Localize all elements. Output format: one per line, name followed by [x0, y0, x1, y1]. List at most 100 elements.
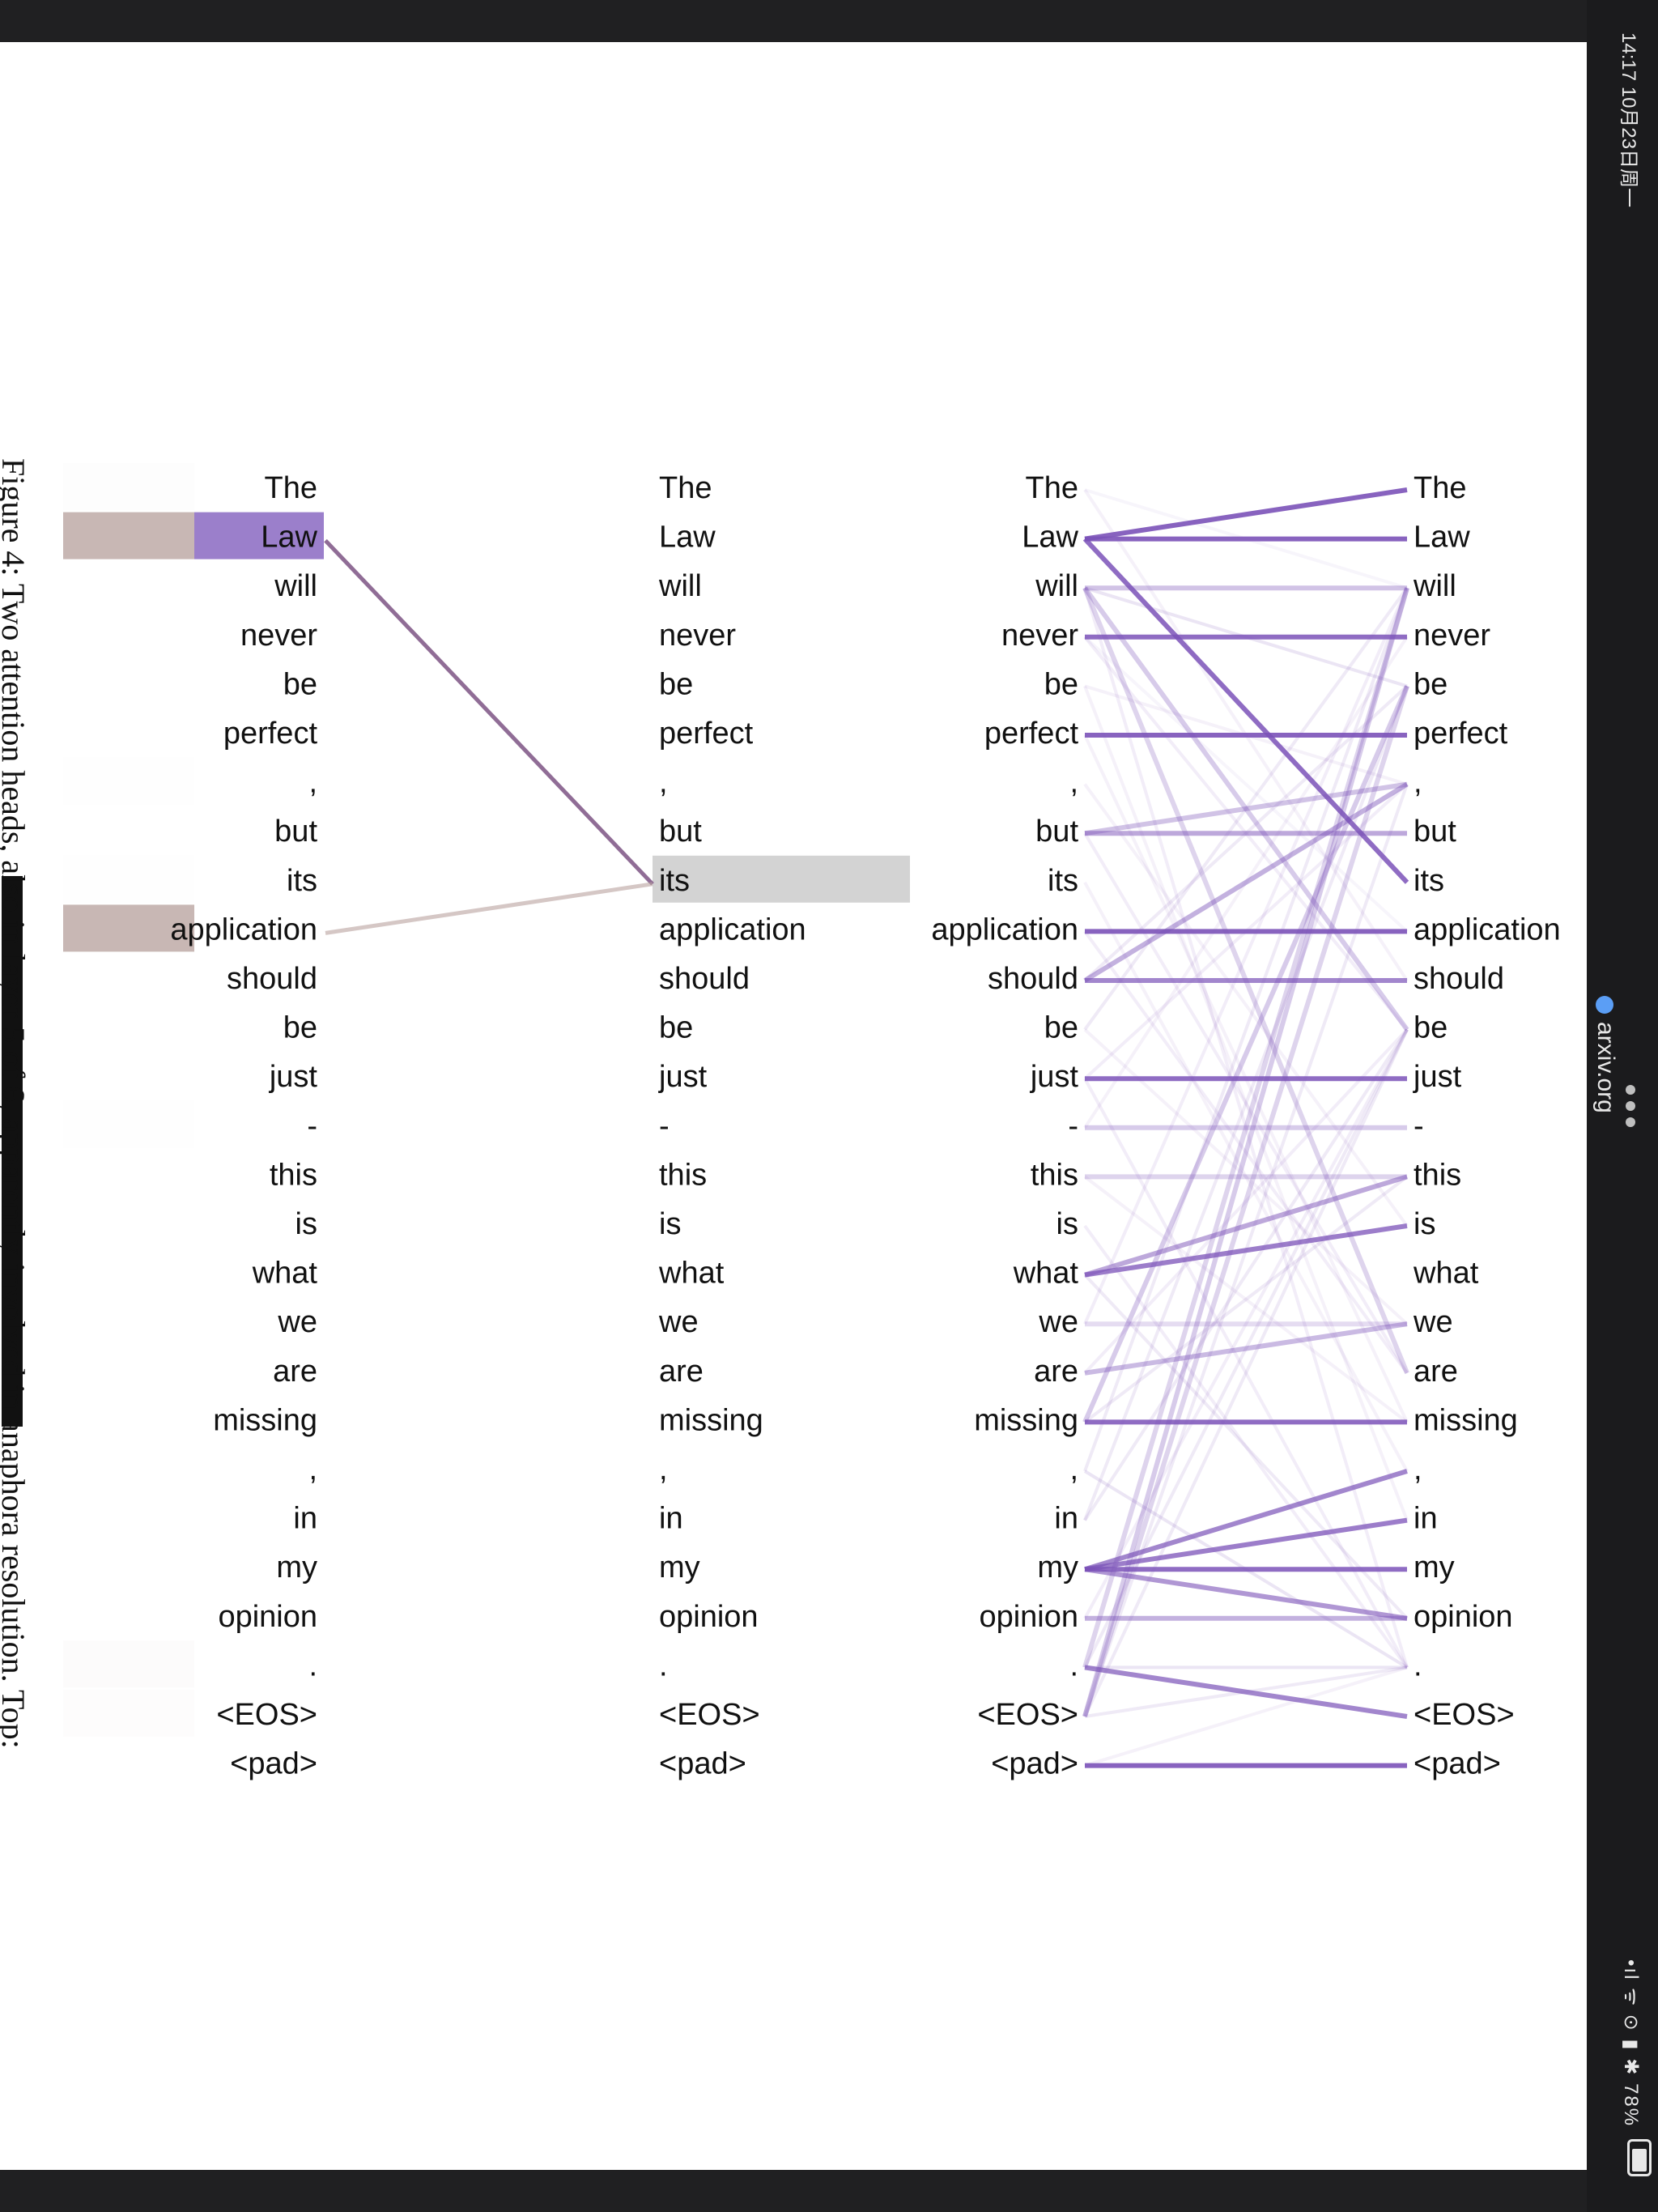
right-source-token: in [1054, 1502, 1078, 1536]
attention-link [1082, 587, 1409, 1669]
query-token-highlight [653, 855, 910, 903]
attention-link [1082, 587, 1409, 1374]
status-bar [1587, 0, 1658, 2212]
right-target-token: my [1414, 1551, 1455, 1585]
right-target-token: we [1413, 1305, 1453, 1339]
right-target-token: what [1413, 1257, 1479, 1291]
battery-icon [1627, 2139, 1652, 2176]
left-source-token: we [277, 1305, 317, 1339]
attention-link [1084, 1469, 1408, 1572]
right-source-token: <EOS> [977, 1698, 1078, 1732]
right-source-token: what [1013, 1257, 1079, 1291]
left-source-token: missing [213, 1403, 317, 1437]
right-target-token: application [1414, 912, 1561, 946]
attention-link [1083, 782, 1409, 983]
right-source-token: be [1044, 1011, 1078, 1045]
right-target-token: be [1414, 667, 1448, 701]
left-target-token: but [659, 815, 702, 849]
attention-bar-brown [63, 463, 194, 510]
attention-link [1082, 586, 1409, 1032]
attention-link-faint [1083, 636, 1409, 933]
right-target-token: be [1414, 1011, 1448, 1045]
attention-link-faint [1083, 1175, 1409, 1423]
left-target-token: are [659, 1355, 704, 1389]
left-target-token: should [659, 962, 750, 996]
attention-link [1084, 1223, 1408, 1278]
caption-highlight-bar [2, 876, 23, 1427]
attention-link [1084, 1517, 1408, 1572]
more-options-icon[interactable] [1626, 1085, 1637, 1134]
attention-visualization: The Law will never be perfect, but its applicati… [63, 463, 1561, 1781]
left-target-token: is [659, 1207, 681, 1241]
left-source-token: but [274, 815, 317, 849]
right-target-token: perfect [1414, 717, 1508, 751]
left-target-token: <pad> [659, 1747, 746, 1781]
attention-bar-brown [63, 758, 194, 805]
left-target-token: application [659, 912, 806, 946]
right-target-token: <EOS> [1414, 1698, 1515, 1732]
attention-bar-brown [63, 904, 194, 952]
left-source-token: . [308, 1648, 317, 1682]
right-source-token: , [1069, 766, 1078, 800]
left-source-token: The [265, 471, 317, 505]
right-target-token: are [1414, 1355, 1458, 1389]
right-target-token: its [1414, 864, 1444, 898]
attention-link-faint [1083, 1274, 1409, 1620]
right-source-token: missing [974, 1403, 1078, 1437]
right-source-token: be [1044, 667, 1078, 701]
attention-link [1084, 1321, 1408, 1376]
right-target-token: <pad> [1414, 1747, 1501, 1781]
status-icons: •ıl ᯤ ⊙ ▮ ✱ 78% [1620, 1959, 1642, 2128]
attention-link-faint [1084, 1665, 1408, 1767]
right-target-token: is [1414, 1207, 1435, 1241]
left-source-token: be [283, 1011, 317, 1045]
right-source-token: opinion [979, 1600, 1078, 1634]
right-target-token: should [1414, 962, 1504, 996]
attention-link [325, 882, 653, 935]
right-source-token: we [1038, 1305, 1078, 1339]
right-target-token: The [1414, 471, 1466, 505]
left-source-token: <pad> [230, 1747, 317, 1781]
attention-bar-brown [63, 1101, 194, 1148]
left-source-token: application [170, 912, 317, 946]
left-target-token: we [658, 1305, 699, 1339]
attention-link [1082, 685, 1409, 1423]
attention-link [1084, 781, 1408, 836]
right-source-token: , [1069, 1453, 1078, 1487]
left-target-token: in [659, 1502, 683, 1536]
attention-bar-brown [63, 1640, 194, 1688]
right-target-token: . [1414, 1648, 1422, 1682]
clock: 14:17 10月23日周一 [1618, 32, 1639, 208]
left-target-token: , [659, 1453, 668, 1487]
left-target-token: , [659, 766, 668, 800]
left-source-token: - [307, 1109, 317, 1143]
right-source-token: never [1001, 619, 1078, 653]
browser-top-bar [0, 0, 1587, 42]
right-target-token: in [1414, 1502, 1438, 1536]
url-pill[interactable]: arxiv.org [1592, 996, 1619, 1113]
attention-bar-purple [194, 758, 324, 805]
right-target-token: will [1413, 569, 1456, 603]
left-source-token: Law [261, 521, 317, 555]
left-target-token: what [658, 1257, 725, 1291]
right-target-token: - [1414, 1109, 1424, 1143]
left-source-token: is [295, 1207, 317, 1241]
right-source-token: . [1069, 1648, 1078, 1682]
left-source-token: what [252, 1257, 318, 1291]
left-target-token: Law [659, 521, 716, 555]
left-source-token: , [308, 766, 317, 800]
attention-link [1084, 1567, 1408, 1621]
attention-link-faint [1083, 1028, 1409, 1375]
right-target-token: missing [1414, 1403, 1518, 1437]
left-target-token: perfect [659, 717, 754, 751]
right-target-token: never [1414, 619, 1490, 653]
left-source-token: this [270, 1158, 317, 1192]
left-source-token: its [287, 864, 317, 898]
right-source-token: its [1048, 864, 1078, 898]
attention-link-faint [1083, 1224, 1409, 1669]
left-target-token: will [658, 569, 702, 603]
attention-bar-purple [194, 1640, 324, 1687]
left-target-token: - [659, 1109, 670, 1143]
right-source-token: should [988, 962, 1078, 996]
attention-link-faint [1083, 930, 1409, 1374]
